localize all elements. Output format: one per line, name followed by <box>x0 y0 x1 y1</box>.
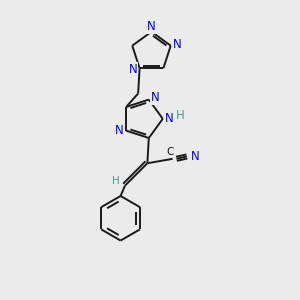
Text: H: H <box>176 109 184 122</box>
Text: N: N <box>151 91 160 104</box>
Text: N: N <box>190 150 199 163</box>
Text: N: N <box>114 124 123 137</box>
Text: C: C <box>167 147 174 157</box>
Text: N: N <box>147 20 156 33</box>
Text: H: H <box>112 176 119 186</box>
Text: N: N <box>129 63 137 76</box>
Text: N: N <box>165 112 174 125</box>
Text: N: N <box>173 38 182 51</box>
